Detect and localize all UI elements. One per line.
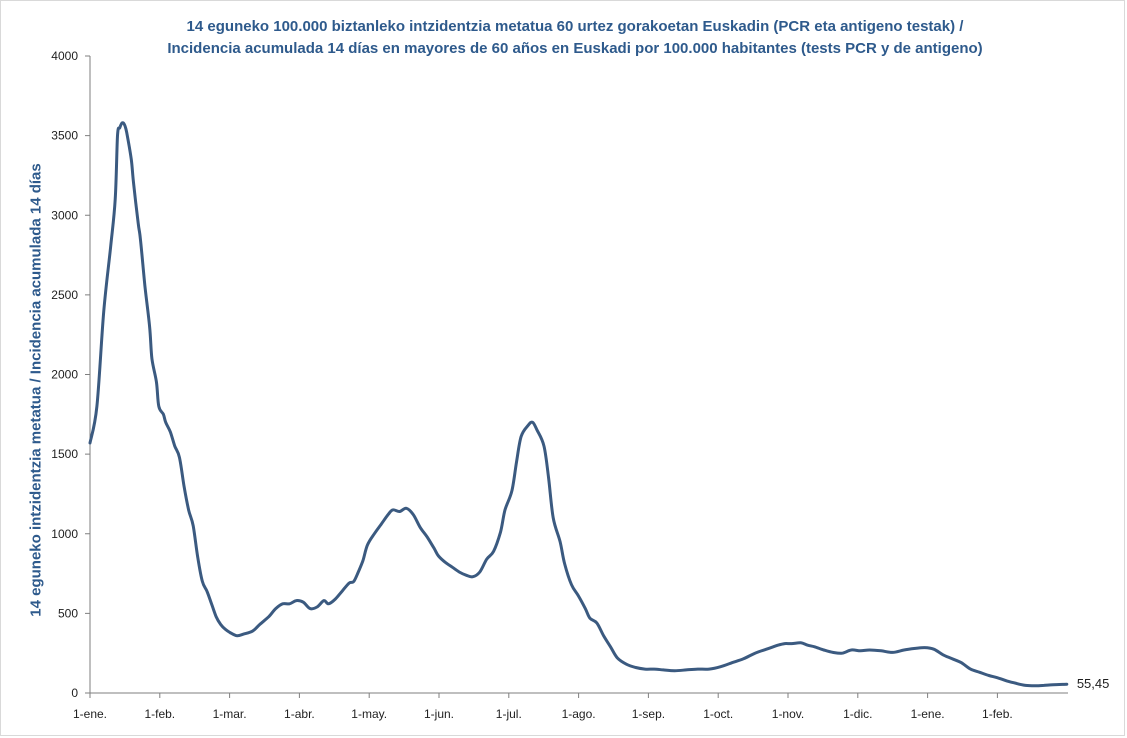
y-tick-label: 2000: [51, 368, 78, 382]
series-line: [88, 121, 1069, 688]
x-tick-label: 1-jun.: [424, 707, 454, 721]
y-tick-label: 4000: [51, 49, 78, 63]
last-value-label-group: 55,45: [1077, 676, 1110, 691]
x-tick-label: 1-ene.: [911, 707, 945, 721]
x-tick-label: 1-ene.: [73, 707, 107, 721]
chart-title-line-basque: 14 eguneko 100.000 biztanleko intzidentz…: [186, 18, 964, 35]
x-tick-label: 1-oct.: [703, 707, 733, 721]
y-tick-label: 3500: [51, 129, 78, 143]
x-tick-label: 1-may.: [351, 707, 387, 721]
x-axis-ticks: 1-ene. 1-feb. 1-mar. 1-abr. 1-may. 1-jun. 1-ju…: [73, 693, 1013, 721]
x-tick-label: 1-sep.: [632, 707, 665, 721]
y-tick-label: 0: [71, 686, 78, 700]
chart-title-line-spanish: Incidencia acumulada 14 días en mayores …: [167, 40, 983, 57]
x-tick-label: 1-jul.: [496, 707, 522, 721]
y-tick-label: 500: [58, 606, 78, 620]
y-tick-label: 1500: [51, 447, 78, 461]
x-tick-label: 1-nov.: [772, 707, 804, 721]
chart-title: 14 eguneko 100.000 biztanleko intzidentz…: [30, 16, 1120, 60]
y-tick-label: 1000: [51, 527, 78, 541]
y-axis-ticks: 0 500 1000 1500 2000 2500 3000 3500 4000: [51, 49, 90, 700]
x-tick-label: 1-dic.: [843, 707, 872, 721]
x-tick-label: 1-feb.: [982, 707, 1013, 721]
x-tick-label: 1-feb.: [144, 707, 175, 721]
x-tick-label: 1-mar.: [213, 707, 247, 721]
x-tick-label: 1-abr.: [284, 707, 315, 721]
y-tick-label: 2500: [51, 288, 78, 302]
chart-series: [88, 121, 1069, 688]
x-tick-label: 1-ago.: [562, 707, 596, 721]
last-value-label: 55,45: [1077, 676, 1110, 691]
y-tick-label: 3000: [51, 208, 78, 222]
